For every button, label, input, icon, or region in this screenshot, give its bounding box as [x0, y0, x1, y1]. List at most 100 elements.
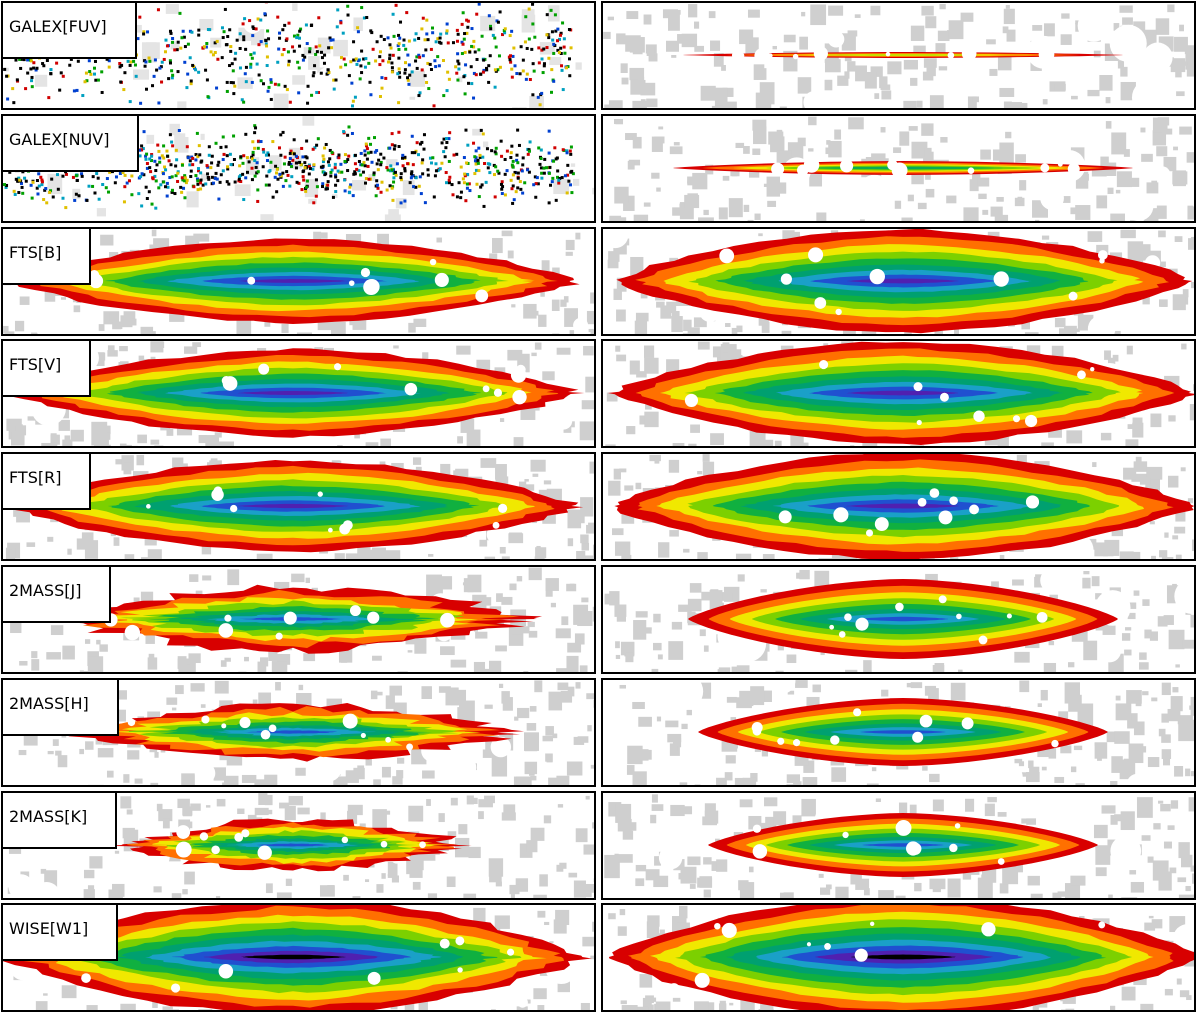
photon-pixel [174, 164, 178, 168]
photon-pixel [347, 125, 351, 129]
background-noise [1112, 355, 1119, 362]
masked-star [813, 46, 828, 61]
photon-pixel [199, 178, 203, 182]
photon-pixel [145, 196, 149, 200]
photon-pixel [163, 50, 167, 54]
background-noise [106, 770, 114, 778]
background-noise [590, 764, 594, 769]
background-noise [760, 440, 774, 447]
background-noise [219, 751, 234, 760]
masked-star [942, 115, 974, 136]
photon-pixel [351, 99, 355, 103]
background-noise [218, 441, 235, 447]
masked-star [498, 503, 508, 514]
background-noise [671, 310, 680, 320]
photon-pixel [369, 29, 373, 33]
photon-pixel [207, 145, 211, 149]
photon-pixel [171, 37, 175, 41]
masked-star [364, 278, 380, 295]
background-noise [298, 684, 304, 690]
photon-pixel [317, 16, 321, 20]
masked-star [719, 248, 735, 263]
background-noise [305, 577, 311, 584]
photon-pixel [436, 168, 440, 172]
masked-star [268, 724, 277, 732]
masked-star [367, 972, 381, 986]
photon-pixel [531, 62, 535, 66]
photon-pixel [455, 71, 459, 75]
background-noise [1149, 521, 1155, 525]
photon-pixel [127, 179, 131, 183]
masked-star [909, 842, 922, 855]
photon-pixel [516, 171, 520, 175]
photon-pixel [500, 180, 504, 184]
background-noise [534, 680, 543, 692]
background-noise [50, 433, 57, 439]
photon-pixel [407, 39, 411, 43]
photon-pixel [560, 64, 564, 68]
photon-pixel [71, 175, 75, 179]
photon-pixel [220, 56, 224, 60]
background-noise [112, 883, 125, 897]
masked-star [152, 693, 165, 706]
background-noise [734, 777, 745, 785]
galaxy-image [604, 567, 1194, 672]
photon-pixel [561, 88, 565, 92]
background-noise [47, 750, 54, 755]
background-noise [1034, 219, 1040, 221]
background-noise [1093, 50, 1101, 58]
photon-pixel [479, 185, 483, 189]
background-noise [264, 794, 273, 805]
photon-pixel [401, 164, 405, 168]
photon-pixel [335, 25, 339, 29]
background-noise [479, 539, 488, 547]
background-noise [1163, 841, 1172, 849]
photon-pixel [313, 146, 317, 150]
photon-pixel [515, 158, 519, 162]
photon-pixel [414, 32, 418, 36]
background-noise [969, 178, 979, 191]
background-noise [1161, 734, 1171, 743]
background-noise [292, 3, 298, 11]
photon-pixel [547, 129, 551, 133]
photon-pixel [467, 81, 471, 85]
background-noise [177, 798, 190, 808]
background-noise [19, 296, 30, 305]
background-noise [1184, 45, 1194, 55]
background-noise [616, 612, 626, 622]
photon-pixel [162, 57, 166, 61]
photon-pixel [145, 161, 149, 165]
photon-pixel [363, 65, 367, 69]
background-noise [1128, 743, 1144, 763]
background-noise [1191, 539, 1194, 552]
background-noise [758, 690, 772, 702]
background-noise [987, 796, 997, 802]
masked-star [490, 736, 512, 758]
background-noise [1054, 317, 1066, 327]
galaxy-image [603, 228, 1194, 334]
background-noise [776, 129, 783, 136]
background-noise [397, 671, 408, 672]
photon-pixel [93, 72, 97, 76]
background-noise [844, 71, 850, 79]
background-noise [98, 323, 105, 331]
masked-star [978, 635, 988, 645]
background-noise [1017, 196, 1023, 202]
background-noise [806, 696, 820, 707]
masked-star [1090, 367, 1095, 372]
background-noise [1061, 1009, 1069, 1011]
photon-pixel [530, 47, 534, 51]
masked-star [211, 845, 220, 854]
masked-star [1154, 166, 1171, 182]
background-noise [1002, 26, 1009, 34]
background-noise [1163, 755, 1171, 766]
photon-pixel [445, 22, 449, 26]
photon-pixel [128, 63, 132, 67]
isophote [240, 955, 347, 960]
background-noise [244, 656, 249, 662]
background-noise [543, 480, 552, 485]
masked-star [767, 679, 796, 694]
photon-pixel [204, 182, 208, 186]
background-noise [640, 82, 656, 96]
background-noise [545, 578, 559, 591]
